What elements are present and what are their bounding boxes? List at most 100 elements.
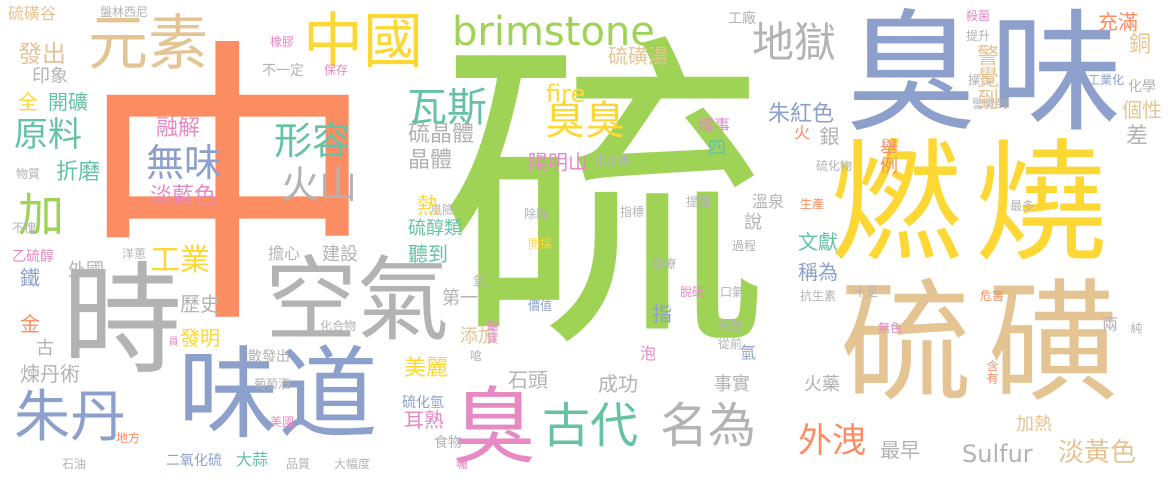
word-wuzhi: 物質 bbox=[16, 167, 41, 181]
word-si: 四 bbox=[708, 138, 726, 159]
word-jia: 加 bbox=[18, 188, 64, 242]
word-shuo: 說 bbox=[744, 212, 762, 233]
word-zhi: 指 bbox=[652, 302, 672, 326]
word-fachu: 發出 bbox=[18, 40, 66, 68]
word-lishi: 歷史 bbox=[180, 292, 220, 316]
word-huaxue: 化學 bbox=[1128, 79, 1156, 95]
word-zhibiao: 指標 bbox=[620, 205, 645, 219]
word-jiare: 加熱 bbox=[1016, 414, 1052, 435]
word-liang: 兩 bbox=[1099, 316, 1118, 332]
word-gexing: 個性 bbox=[1122, 98, 1162, 122]
word-liuchunlei: 硫醇類 bbox=[408, 218, 462, 239]
word-brimstone: brimstone bbox=[452, 9, 655, 55]
word-chenggong: 成功 bbox=[598, 372, 638, 396]
word-chongman: 充滿 bbox=[1098, 10, 1138, 34]
word-jianshe: 建設 bbox=[322, 244, 358, 265]
word-zuiduo: 最多 bbox=[1010, 199, 1035, 213]
word-liu-tan: 硫 bbox=[840, 267, 972, 421]
word-pao: 泡 bbox=[640, 344, 657, 363]
word-liuhuaqing: 硫化氫 bbox=[402, 395, 444, 411]
word-wenxian: 文獻 bbox=[798, 230, 838, 254]
word-putaojiu: 葡萄酒 bbox=[254, 377, 291, 391]
word-shao: 燒 bbox=[975, 127, 1107, 281]
word-yiliao: 醫療 bbox=[652, 257, 677, 271]
word-waixie: 外洩 bbox=[798, 421, 866, 461]
word-wuwei: 無味 bbox=[146, 141, 223, 185]
word-liuhuangtang: 硫磺湯 bbox=[608, 44, 668, 68]
word-fire: fire bbox=[546, 80, 586, 108]
word-chuyi: 除蹣 bbox=[524, 207, 549, 221]
word-yinxiang: 印象 bbox=[32, 66, 68, 87]
word-huoyao: 火藥 bbox=[804, 374, 840, 395]
word-yang: 氧 bbox=[471, 274, 487, 288]
word-sulfur: Sulfur bbox=[962, 440, 1033, 468]
word-jingti: 晶體 bbox=[408, 148, 453, 173]
word-shajun: 殺菌 bbox=[966, 9, 991, 23]
word-zhong-large: 中 bbox=[78, 15, 378, 364]
word-hanyou: 含有 bbox=[985, 360, 999, 384]
word-weidao: 味道 bbox=[178, 336, 378, 453]
word-sanfachu: 散發出 bbox=[248, 349, 290, 365]
word-chengwei: 稱為 bbox=[798, 260, 838, 284]
word-dafudu: 大幅度 bbox=[334, 457, 371, 471]
word-chou-large: 臭 bbox=[845, 0, 977, 151]
word-shizu: 十足 bbox=[854, 285, 879, 299]
word-tianjia: 添加 bbox=[460, 326, 496, 347]
word-juli: 舉例 bbox=[877, 138, 898, 174]
word-diyi: 第一 bbox=[442, 288, 478, 309]
word-shiyou: 石油 bbox=[62, 457, 87, 471]
word-gongye: 工業 bbox=[150, 243, 210, 278]
word-yiliuchun: 乙硫醇 bbox=[12, 249, 54, 265]
word-kongqi: 空氣 bbox=[265, 247, 450, 354]
word-zuizao: 最早 bbox=[880, 438, 920, 462]
word-eryanghualiu: 二氧化硫 bbox=[166, 453, 222, 469]
word-faming: 發明 bbox=[180, 326, 220, 350]
word-chou-pink: 臭 bbox=[452, 378, 537, 476]
word-liuhuanggu: 硫磺谷 bbox=[8, 4, 57, 23]
word-liujingti: 硫晶體 bbox=[408, 122, 475, 147]
word-qing: 氫 bbox=[737, 344, 756, 360]
word-guocheng: 過程 bbox=[732, 239, 757, 253]
word-kaicai: 開採 bbox=[528, 237, 553, 251]
word-jiazhi: 價值 bbox=[528, 299, 553, 313]
word-cha: 差 bbox=[1126, 124, 1149, 149]
word-ershu: 耳熟 bbox=[404, 408, 444, 432]
word-diyu: 地獄 bbox=[752, 18, 837, 67]
word-jingjuedao-vertical: 警覺到 bbox=[973, 44, 998, 110]
word-rongjie: 融解 bbox=[156, 116, 201, 141]
word-xingrong: 形容 bbox=[274, 119, 351, 163]
word-liuhuawu: 硫化物 bbox=[816, 159, 853, 173]
word-dasuan: 大蒜 bbox=[236, 450, 269, 469]
word-danxin: 擔心 bbox=[268, 244, 301, 263]
word-shishi: 事實 bbox=[714, 374, 750, 395]
word-liu-large: 硫 bbox=[440, 9, 770, 393]
word-tuoliu: 脫硫 bbox=[680, 285, 705, 299]
word-huaishi: 壞事 bbox=[698, 116, 731, 135]
word-gudai: 古代 bbox=[542, 398, 639, 454]
word-mingwei: 名為 bbox=[660, 398, 757, 454]
word-zhuhongse: 朱紅色 bbox=[768, 102, 835, 127]
word-yangmingshan: 陽明山 bbox=[528, 150, 588, 174]
word-tie: 鐵 bbox=[20, 266, 40, 290]
word-jingjuedao: 警覺到 bbox=[972, 97, 1009, 111]
word-buquai: 不愧 bbox=[12, 221, 37, 235]
word-gu: 古 bbox=[36, 338, 54, 359]
word-fengxian: 風險 bbox=[430, 203, 455, 217]
word-wenquan: 溫泉 bbox=[752, 192, 785, 211]
word-baocun: 保存 bbox=[324, 63, 349, 77]
word-gongyehua: 工業化 bbox=[1088, 73, 1125, 87]
word-wasi: 瓦斯 bbox=[407, 85, 487, 131]
word-panlin: 盤林西尼 bbox=[100, 5, 149, 19]
word-meili: 美麗 bbox=[404, 356, 449, 381]
word-kangshengsu: 抗生素 bbox=[800, 289, 837, 303]
word-pinzhi: 品質 bbox=[286, 457, 311, 471]
word-tixing: 提醒 bbox=[686, 195, 711, 209]
word-yin: 銀 bbox=[816, 126, 840, 146]
word-shengchan: 生產 bbox=[800, 197, 825, 211]
word-shitou: 石頭 bbox=[508, 368, 548, 392]
word-huang-tan: 磺 bbox=[988, 267, 1120, 421]
word-qian: 嗆 bbox=[470, 349, 483, 363]
word-ran: 燃 bbox=[830, 127, 962, 281]
word-re: 熱 bbox=[413, 194, 438, 216]
